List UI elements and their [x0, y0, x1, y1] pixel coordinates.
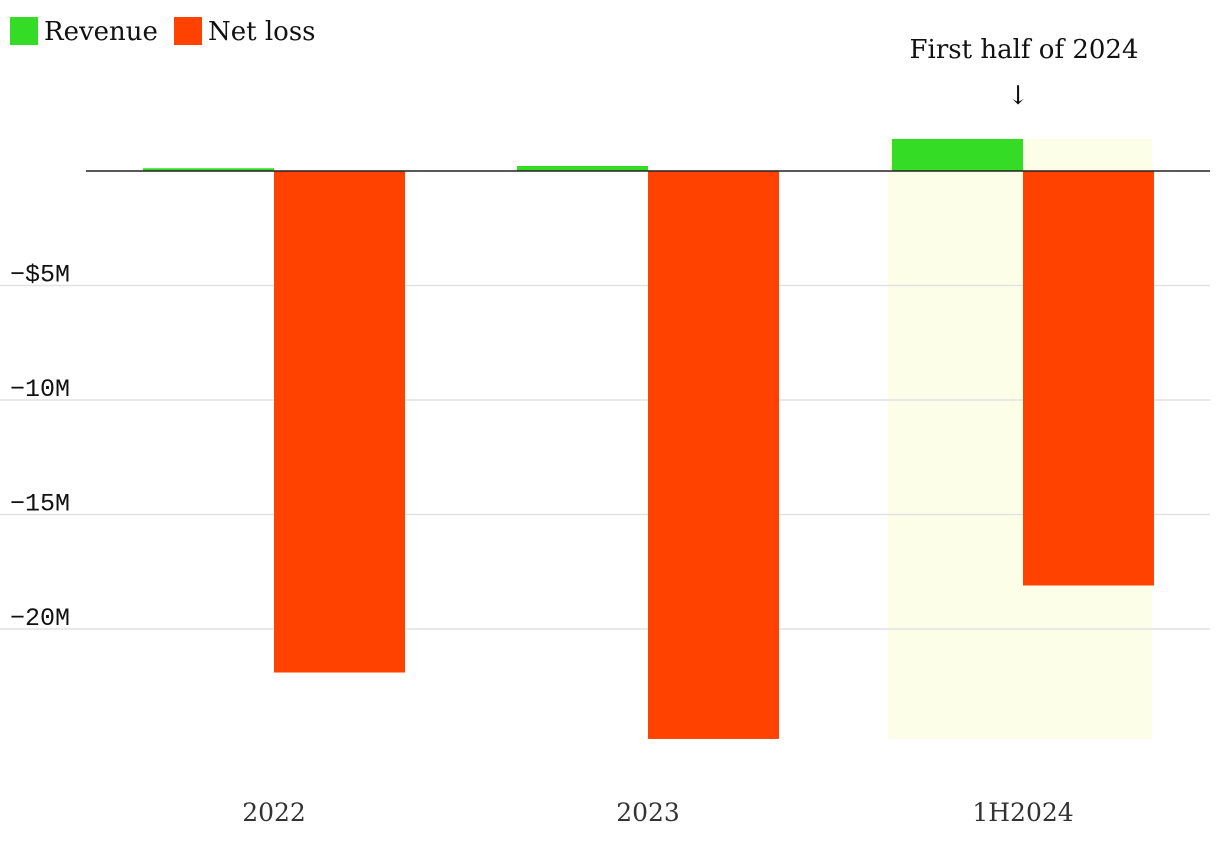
- x-tick-label-2022: 2022: [242, 798, 306, 827]
- x-tick-label-2023: 2023: [616, 798, 680, 827]
- bar-net-loss-2022: [274, 171, 405, 673]
- bar-net-loss-1h2024: [1023, 171, 1154, 586]
- gridlines: −$5M −10M −15M −20M: [0, 261, 1210, 633]
- bar-revenue-2023: [517, 165, 648, 171]
- legend-item-net-loss: Net loss: [174, 17, 316, 47]
- bars: [143, 138, 1154, 739]
- annotation-arrow-icon: ↓: [1007, 81, 1029, 111]
- legend-item-revenue: Revenue: [10, 17, 158, 47]
- legend-label-net-loss: Net loss: [208, 17, 316, 47]
- y-tick-label: −10M: [10, 375, 70, 404]
- legend: Revenue Net loss: [10, 17, 316, 47]
- legend-swatch-revenue: [10, 17, 38, 45]
- annotation: First half of 2024 ↓: [910, 35, 1139, 111]
- y-tick-label: −15M: [10, 490, 70, 519]
- y-tick-label: −20M: [10, 604, 70, 633]
- bar-revenue-2022: [143, 168, 274, 171]
- legend-label-revenue: Revenue: [44, 17, 158, 47]
- annotation-text: First half of 2024: [910, 35, 1139, 65]
- legend-swatch-net-loss: [174, 17, 202, 45]
- y-tick-label: −$5M: [10, 261, 70, 290]
- bar-net-loss-2023: [648, 171, 779, 739]
- x-tick-label-1h2024: 1H2024: [972, 798, 1073, 827]
- axes: 2022 2023 1H2024: [86, 170, 1210, 827]
- bar-revenue-1h2024: [892, 138, 1023, 171]
